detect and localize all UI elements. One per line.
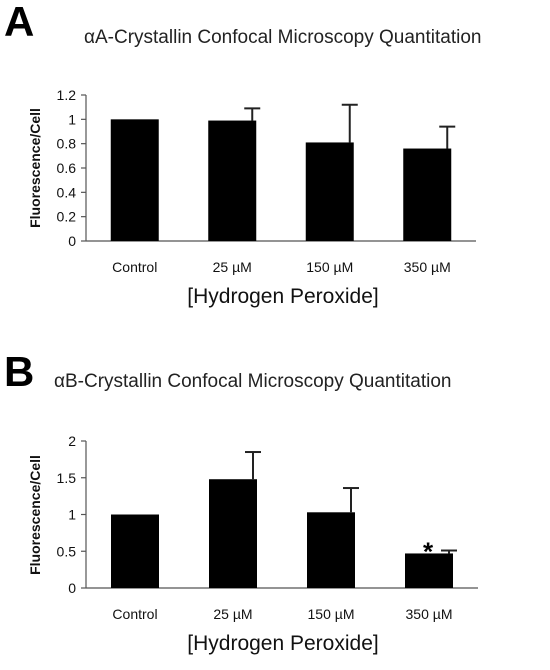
- panel-a: A αA-Crystallin Confocal Microscopy Quan…: [4, 0, 481, 308]
- panel-a-bar: [305, 142, 354, 241]
- panel-a-plot: 0 0.2 0.4 0.6 0.8 1 1.2 Control 25 µM 150 µM 350 µ…: [57, 87, 456, 275]
- panel-b-bar: [111, 514, 159, 588]
- panel-a-bar: [110, 119, 159, 241]
- panel-b-bar: [307, 512, 355, 588]
- panel-b-plot: 0 0.5 1 1.5 2 Control 25 µM 150 µM 350 µM *: [57, 433, 457, 622]
- panel-a-y-tick-label: 1.2: [57, 87, 77, 103]
- panel-a-ylabel: Fluorescence/Cell: [27, 108, 43, 228]
- panel-a-category-label: 150 µM: [306, 259, 353, 275]
- panel-a-y-tick-label: 0: [68, 233, 76, 249]
- panel-b-significance-mark: *: [423, 537, 434, 567]
- panel-a-xlabel: [Hydrogen Peroxide]: [187, 285, 378, 308]
- panel-a-category-label: 25 µM: [213, 259, 252, 275]
- panel-a-letter: A: [4, 0, 34, 45]
- panel-b-y-tick-label: 0.5: [57, 543, 77, 559]
- panel-b-xlabel: [Hydrogen Peroxide]: [187, 632, 378, 655]
- panel-b-y-tick-label: 0: [68, 580, 76, 596]
- panel-b-letter: B: [4, 348, 34, 395]
- panel-a-y-tick-label: 0.2: [57, 209, 77, 225]
- panel-b-ylabel: Fluorescence/Cell: [27, 455, 43, 575]
- panel-a-y-tick-label: 0.6: [57, 160, 77, 176]
- panel-b-category-label: 25 µM: [213, 606, 252, 622]
- panel-b-y-tick-label: 2: [68, 433, 76, 449]
- panel-a-y-tick-label: 1: [68, 111, 76, 127]
- panel-b-y-tick-label: 1.5: [57, 470, 77, 486]
- panel-b: B αB-Crystallin Confocal Microscopy Quan…: [4, 348, 478, 655]
- panel-a-category-label: 350 µM: [404, 259, 451, 275]
- panel-a-category-label: Control: [112, 259, 157, 275]
- panel-b-category-label: 150 µM: [308, 606, 355, 622]
- panel-a-y-tick-label: 0.4: [57, 184, 77, 200]
- panel-a-y-tick-label: 0.8: [57, 136, 77, 152]
- panel-a-title: αA-Crystallin Confocal Microscopy Quanti…: [84, 27, 481, 48]
- panel-b-bar: [209, 479, 257, 588]
- panel-a-bar: [403, 148, 452, 241]
- panel-a-bar: [208, 120, 257, 241]
- panel-b-category-label: Control: [112, 606, 157, 622]
- panel-b-category-label: 350 µM: [406, 606, 453, 622]
- panel-b-title: αB-Crystallin Confocal Microscopy Quanti…: [54, 371, 451, 392]
- panel-b-bar: [405, 553, 453, 588]
- panel-b-y-tick-label: 1: [68, 507, 76, 523]
